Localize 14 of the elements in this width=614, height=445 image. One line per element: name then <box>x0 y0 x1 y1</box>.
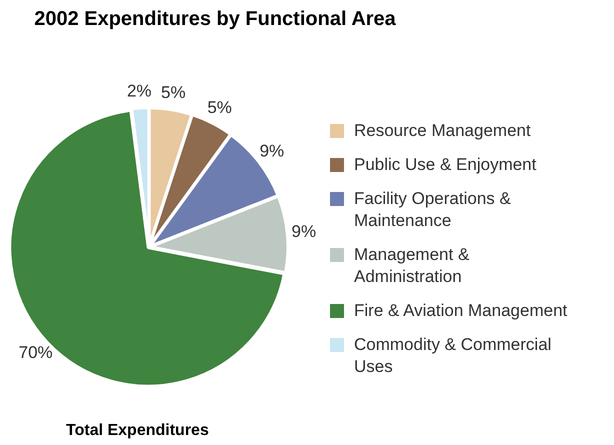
legend-label: Commodity & Commercial Uses <box>354 334 552 378</box>
legend-label: Facility Operations & Maintenance <box>354 188 512 232</box>
data-label: 9% <box>260 141 284 160</box>
data-label: 5% <box>161 83 186 102</box>
legend-label: Resource Management <box>354 120 531 142</box>
data-label: 5% <box>207 98 232 118</box>
data-label: 9% <box>292 222 316 242</box>
data-label: 2% <box>126 81 152 100</box>
text: Total Expenditures <box>66 422 209 440</box>
legend-label: Fire & Aviation Management <box>354 300 568 322</box>
data-label: 70% <box>18 343 53 362</box>
chart-title: 2002 Expenditures by Functional Area <box>33 8 397 31</box>
legend-label: Public Use & Enjoyment <box>354 154 536 176</box>
legend-label: Management & Administration <box>354 244 470 288</box>
